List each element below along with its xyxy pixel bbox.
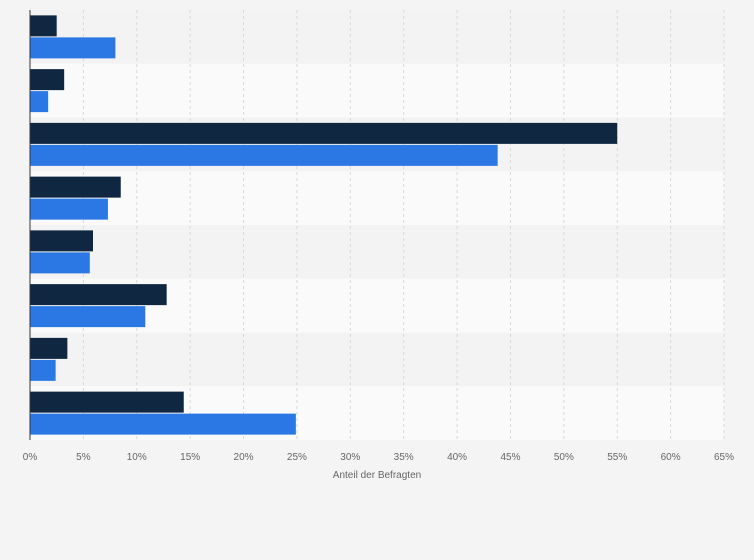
bar-series2 xyxy=(30,359,56,381)
x-tick-label: 10% xyxy=(127,452,147,463)
x-tick-label: 20% xyxy=(234,452,254,463)
bar-series2 xyxy=(30,413,296,435)
bar-series2 xyxy=(30,198,108,220)
row-band xyxy=(30,63,724,118)
x-tick-label: 15% xyxy=(180,452,200,463)
x-tick-label: 5% xyxy=(76,452,91,463)
row-band xyxy=(30,225,724,279)
x-tick-label: 40% xyxy=(447,452,467,463)
bar-series1 xyxy=(30,176,121,198)
x-tick-label: 50% xyxy=(554,452,574,463)
bar-series2 xyxy=(30,91,49,113)
bar-series1 xyxy=(30,230,93,252)
row-bands xyxy=(30,10,724,440)
bar-series2 xyxy=(30,306,146,328)
row-band xyxy=(30,171,724,225)
x-tick-label: 60% xyxy=(661,452,681,463)
x-axis-ticks: 0% 5% 10% 15% 20% 25% 30% 35% 40% 45% 50% 55% 60% 65% xyxy=(23,452,734,463)
x-tick-label: 65% xyxy=(714,452,734,463)
bar-series1 xyxy=(30,391,184,413)
row-band xyxy=(30,10,724,64)
bar-series1 xyxy=(30,15,57,37)
bar-series1 xyxy=(30,69,65,91)
bar-series2 xyxy=(30,144,498,166)
bar-series1 xyxy=(30,284,167,306)
x-tick-label: 30% xyxy=(340,452,360,463)
row-band xyxy=(30,332,724,387)
x-tick-label: 25% xyxy=(287,452,307,463)
x-tick-label: 45% xyxy=(500,452,520,463)
x-tick-label: 0% xyxy=(23,452,38,463)
bar-series2 xyxy=(30,37,116,59)
bar-series1 xyxy=(30,337,68,359)
bars xyxy=(30,15,618,435)
x-tick-label: 55% xyxy=(607,452,627,463)
x-axis-title: Anteil der Befragten xyxy=(333,470,421,481)
x-tick-label: 35% xyxy=(394,452,414,463)
bar-series2 xyxy=(30,252,90,274)
bar-series1 xyxy=(30,122,618,144)
